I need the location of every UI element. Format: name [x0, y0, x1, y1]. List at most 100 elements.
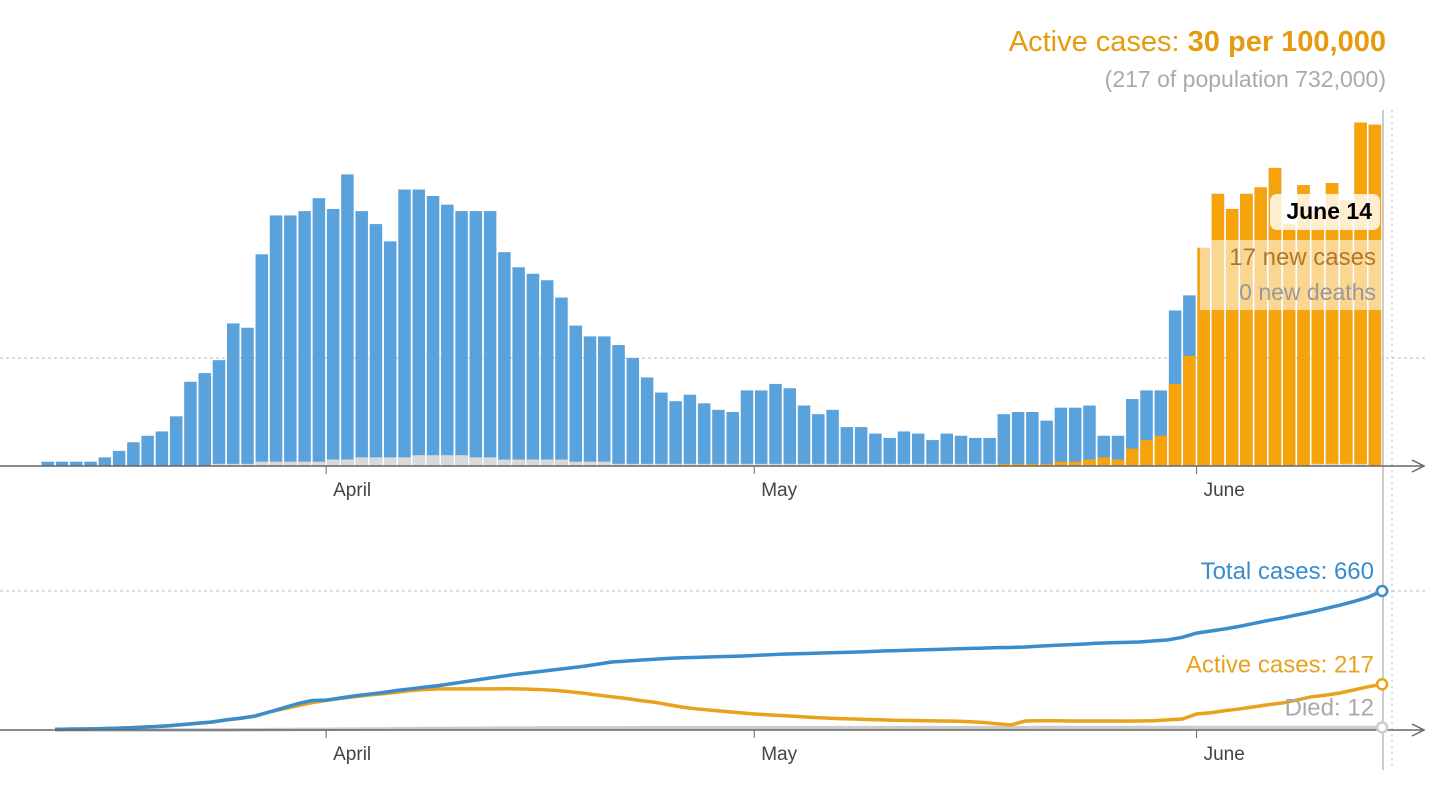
axis-arrow — [1411, 459, 1426, 473]
bar — [997, 463, 1011, 466]
bar — [812, 414, 825, 466]
bar — [1097, 457, 1110, 466]
line-label: Active cases: 217 — [1186, 651, 1374, 678]
end-marker — [1375, 678, 1389, 691]
headline-value: 30 per 100,000 — [1188, 26, 1386, 58]
bar — [640, 463, 654, 466]
bar — [169, 416, 183, 466]
bar — [926, 440, 939, 466]
bar — [426, 455, 440, 466]
bar — [1083, 405, 1096, 466]
bar — [141, 435, 154, 466]
bar — [312, 198, 326, 466]
bar — [640, 377, 654, 466]
bar — [769, 463, 782, 466]
bar — [1111, 435, 1125, 466]
bar — [1211, 193, 1225, 466]
bar — [41, 461, 54, 466]
headline-label: Active cases: — [1009, 26, 1180, 58]
x-tick-label: May — [761, 480, 797, 501]
bar — [355, 457, 368, 466]
bar — [997, 414, 1011, 466]
bar — [498, 459, 511, 466]
bar — [826, 463, 839, 466]
bar — [469, 211, 483, 466]
bar — [755, 463, 768, 466]
bar — [1068, 461, 1082, 466]
bar — [198, 373, 211, 466]
bar — [383, 457, 397, 466]
bar — [540, 280, 554, 466]
bar — [298, 211, 311, 466]
bar — [797, 463, 811, 466]
bar — [854, 427, 868, 466]
line-chart: April May June Total cases: 660 Active cases… — [0, 558, 1426, 765]
bar — [498, 252, 511, 466]
bar — [483, 457, 497, 466]
bar — [1126, 448, 1139, 466]
bar — [70, 461, 83, 466]
bar — [697, 403, 711, 466]
bar — [241, 463, 254, 466]
bar — [1040, 463, 1053, 466]
bar — [483, 211, 497, 466]
bar — [1140, 440, 1153, 466]
bar — [1240, 193, 1253, 466]
bar — [398, 457, 411, 466]
bar — [298, 461, 311, 466]
bar — [412, 455, 426, 466]
bar — [583, 336, 597, 466]
bar — [940, 463, 954, 466]
bar — [512, 459, 525, 466]
bar — [869, 433, 882, 466]
bar — [1325, 463, 1339, 466]
bar — [769, 383, 782, 466]
bar — [212, 360, 226, 466]
bar — [441, 204, 454, 466]
bar — [1068, 407, 1082, 466]
bar — [1040, 420, 1053, 466]
subtitle: (217 of population 732,000) — [1105, 66, 1386, 92]
bar — [883, 437, 896, 466]
x-tick-label: April — [333, 480, 371, 501]
bar — [612, 463, 625, 466]
bar — [683, 463, 697, 466]
x-tick-label: May — [761, 744, 797, 765]
bar — [355, 211, 368, 466]
bar — [512, 267, 525, 466]
bar — [783, 388, 797, 466]
axis-arrow — [1411, 723, 1426, 737]
bar — [840, 463, 854, 466]
bar — [954, 435, 968, 466]
bar — [383, 241, 397, 466]
bar — [1026, 412, 1039, 466]
bar — [1254, 187, 1267, 467]
bar — [284, 215, 297, 466]
headline: Active cases: 30 per 100,000 — [1009, 26, 1386, 58]
bar — [969, 437, 982, 466]
bar — [127, 442, 140, 466]
bar — [712, 463, 725, 466]
bar — [854, 463, 868, 466]
bar — [897, 463, 911, 466]
bar — [255, 254, 269, 466]
bar — [555, 297, 568, 466]
bar — [326, 208, 340, 466]
bar — [369, 224, 383, 466]
bar — [55, 461, 69, 466]
bar — [398, 189, 411, 466]
bar — [1026, 463, 1039, 466]
bar — [712, 409, 725, 466]
bar — [1011, 412, 1025, 466]
bar — [426, 196, 440, 466]
tooltip-box — [1270, 194, 1380, 230]
bar — [740, 390, 754, 466]
bar — [341, 174, 354, 466]
end-marker — [1375, 584, 1389, 598]
bar — [326, 459, 340, 466]
bar — [669, 463, 682, 466]
bar — [241, 327, 254, 466]
bar — [954, 463, 968, 466]
bar — [911, 433, 925, 466]
